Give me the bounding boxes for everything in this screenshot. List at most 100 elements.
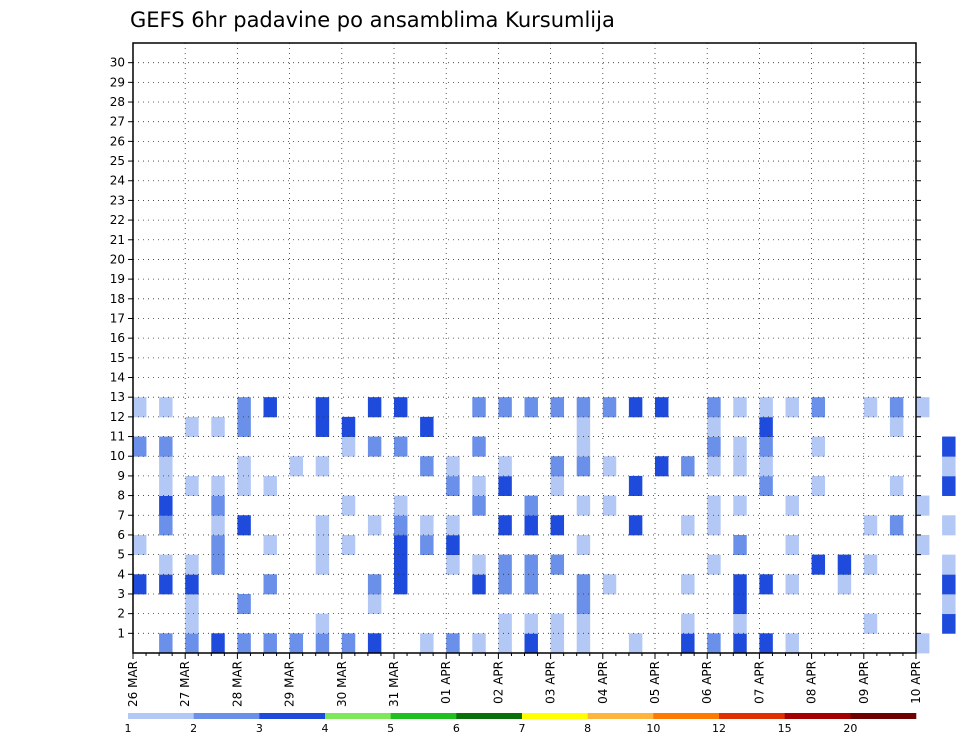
heatmap-cell (942, 554, 956, 575)
heatmap-cell (394, 436, 408, 457)
heatmap-cell (472, 554, 486, 575)
heatmap-cell (628, 515, 643, 536)
heatmap-cell (550, 397, 565, 418)
heatmap-cell (185, 593, 199, 615)
x-tick-label: 31 MAR (387, 661, 401, 707)
heatmap-cell (759, 436, 773, 457)
heatmap-cell (785, 633, 799, 654)
y-tick-label: 20 (110, 252, 125, 266)
heatmap-cell (498, 456, 512, 477)
legend-swatch (456, 713, 523, 719)
heatmap-cell (498, 475, 512, 496)
heatmap-cell (472, 574, 486, 595)
x-tick-label: 08 APR (805, 661, 819, 704)
legend-label: 4 (322, 722, 329, 735)
y-tick-label: 9 (117, 469, 125, 483)
y-tick-label: 4 (117, 567, 125, 581)
heatmap-cell (707, 554, 721, 575)
x-tick-label: 09 APR (857, 661, 871, 704)
y-tick-label: 1 (117, 626, 125, 640)
y-tick-label: 19 (110, 272, 125, 286)
heatmap-cell (576, 397, 591, 418)
heatmap-cell (916, 633, 930, 654)
heatmap-cell (942, 475, 956, 496)
heatmap-cell (681, 613, 695, 634)
legend-label: 10 (646, 722, 660, 735)
x-tick-label: 29 MAR (283, 661, 297, 707)
heatmap-cell (785, 397, 799, 418)
x-tick-label: 01 APR (439, 661, 453, 704)
heatmap-cell (759, 456, 773, 477)
heatmap-cell (420, 456, 434, 477)
heatmap-cell (341, 436, 356, 457)
legend-label: 12 (712, 722, 726, 735)
heatmap-cell (628, 397, 643, 418)
heatmap-cell (420, 515, 434, 536)
x-tick-label: 03 APR (544, 661, 558, 704)
heatmap-cell (498, 554, 512, 575)
y-tick-label: 16 (110, 331, 125, 345)
heatmap-cell (942, 613, 956, 634)
heatmap-cell (159, 475, 173, 496)
heatmap-cell (837, 574, 852, 595)
y-tick-label: 8 (117, 489, 125, 503)
heatmap-cell (942, 436, 956, 457)
legend-swatch (259, 713, 326, 719)
legend-label: 6 (453, 722, 460, 735)
heatmap-cell (446, 633, 460, 654)
heatmap-cell (420, 534, 434, 556)
heatmap-cell (315, 456, 330, 477)
heatmap-cell (759, 397, 773, 418)
heatmap-cell (524, 613, 538, 634)
heatmap-cell (628, 633, 643, 654)
heatmap-cell (237, 475, 251, 496)
heatmap-cell (733, 436, 747, 457)
heatmap-cell (263, 574, 277, 595)
heatmap-cell (446, 534, 460, 556)
heatmap-cell (524, 515, 538, 536)
heatmap-cell (733, 397, 747, 418)
heatmap-cell (707, 397, 721, 418)
heatmap-cells (133, 397, 956, 654)
heatmap-cell (367, 515, 382, 536)
heatmap-cell (472, 633, 486, 654)
heatmap-cell (811, 554, 826, 575)
colorbar-legend: 1 2 3 4 5 6 7 8 10 12 15 20 (125, 713, 917, 735)
heatmap-cell (524, 397, 538, 418)
heatmap-cell (733, 574, 747, 595)
heatmap-cell (655, 456, 669, 477)
heatmap-cell (185, 475, 199, 496)
x-tick-label: 28 MAR (230, 661, 244, 707)
heatmap-cell (550, 554, 565, 575)
heatmap-cell (811, 397, 826, 418)
heatmap-cell (367, 574, 382, 595)
heatmap-cell (863, 554, 878, 575)
heatmap-cell (289, 633, 304, 654)
heatmap-cell (341, 534, 356, 556)
heatmap-cell (133, 574, 147, 595)
x-axis: 26 MAR 27 MAR 28 MAR 29 MAR 30 MAR 31 MAR 01 A… (126, 653, 923, 707)
heatmap-cell (341, 633, 356, 654)
heatmap-cell (211, 554, 225, 575)
legend-label: 3 (256, 722, 263, 735)
heatmap-cell (498, 633, 512, 654)
heatmap-cell (916, 397, 930, 418)
heatmap-cell (550, 456, 565, 477)
heatmap-cell (263, 534, 277, 556)
heatmap-cell (811, 436, 826, 457)
heatmap-cell (733, 495, 747, 516)
y-tick-label: 6 (117, 528, 125, 542)
heatmap-cell (498, 574, 512, 595)
heatmap-cell (367, 397, 382, 418)
heatmap-cell (707, 495, 721, 516)
heatmap-cell (759, 416, 773, 437)
heatmap-cell (524, 574, 538, 595)
y-tick-label: 30 (110, 56, 125, 70)
y-tick-label: 15 (110, 351, 125, 365)
legend-swatch (784, 713, 851, 719)
heatmap-cell (942, 515, 956, 536)
legend-label: 5 (387, 722, 394, 735)
y-tick-label: 10 (110, 449, 125, 463)
y-tick-label: 24 (110, 174, 125, 188)
heatmap-cell (576, 534, 591, 556)
